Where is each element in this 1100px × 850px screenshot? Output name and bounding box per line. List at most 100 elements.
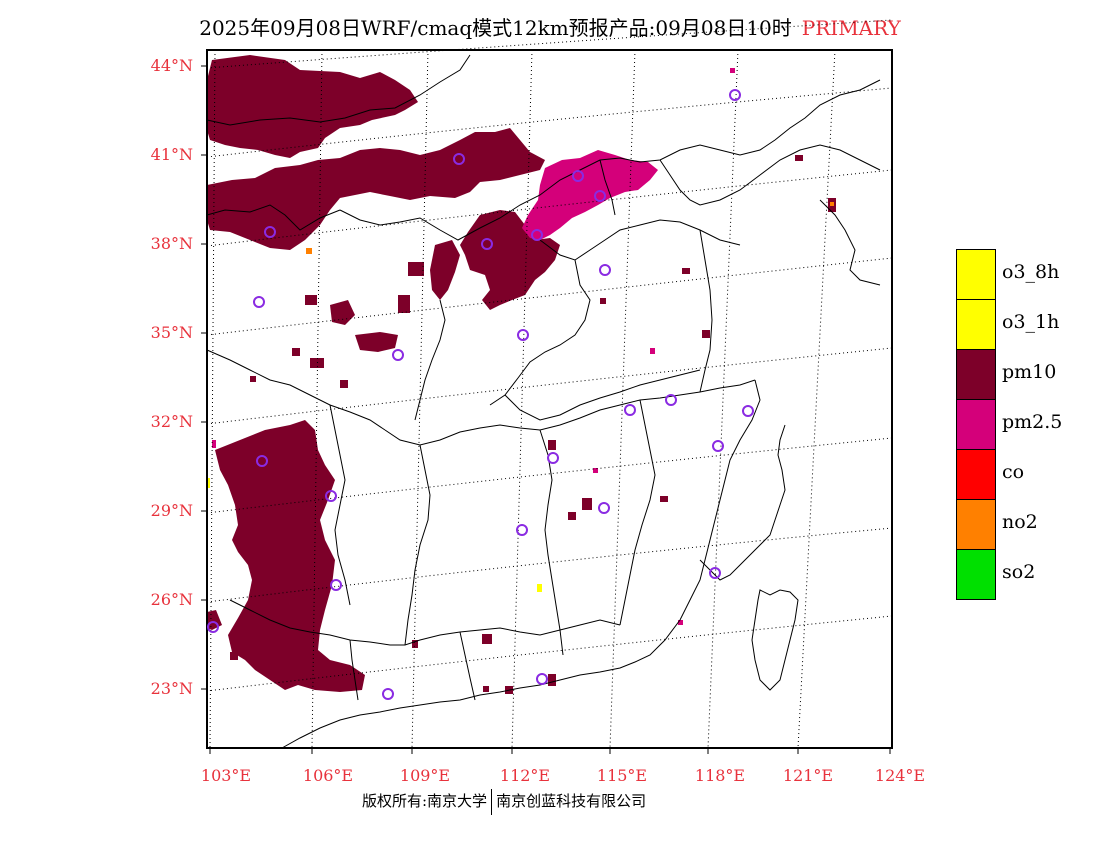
lat-label: 35°N <box>151 323 193 342</box>
lat-label: 38°N <box>151 234 193 253</box>
pollution-layer <box>207 55 836 694</box>
pm10-spot <box>230 652 238 660</box>
pm10-spot <box>292 348 300 356</box>
pm25-spot <box>593 468 598 473</box>
station-marker <box>256 455 268 467</box>
legend-label: o3_1h <box>1002 311 1060 333</box>
pm10-spot <box>702 330 710 338</box>
lon-label: 124°E <box>875 766 925 785</box>
pm25-spot <box>650 348 655 354</box>
station-marker <box>547 452 559 464</box>
legend-swatch <box>956 399 996 450</box>
primary-tag: PRIMARY <box>801 16 901 40</box>
legend-item-o3-1h: o3_1h <box>956 299 1086 350</box>
pm10-region-north-2 <box>207 128 545 250</box>
title-text: 2025年09月08日WRF/cmaq模式12km预报产品:09月08日10时 <box>199 16 792 40</box>
station-marker <box>665 394 677 406</box>
legend-label: o3_8h <box>1002 261 1060 283</box>
pm10-spot <box>308 528 316 536</box>
station-marker <box>599 264 611 276</box>
station-marker <box>382 688 394 700</box>
lat-label: 32°N <box>151 412 193 431</box>
pm10-spot <box>582 498 592 510</box>
station-marker <box>594 190 606 202</box>
o3-spot <box>207 478 210 488</box>
map-title: 2025年09月08日WRF/cmaq模式12km预报产品:09月08日10时 P… <box>0 12 1100 41</box>
no2-spot <box>830 202 834 206</box>
pm10-spot <box>548 674 556 686</box>
pm10-spot <box>682 268 690 274</box>
pm10-spot <box>412 640 418 648</box>
map-border <box>206 49 893 749</box>
pm25-spot <box>212 440 216 448</box>
lat-label: 26°N <box>151 590 193 609</box>
legend-label: pm2.5 <box>1002 411 1063 433</box>
station-marker <box>729 89 741 101</box>
pm10-spot <box>568 512 576 520</box>
lon-label: 112°E <box>500 766 550 785</box>
station-marker <box>453 153 465 165</box>
pm10-spot <box>795 155 803 161</box>
pm10-spot <box>340 380 348 388</box>
copyright-footer: 版权所有:南京大学 南京创蓝科技有限公司 <box>362 789 646 815</box>
legend-label: no2 <box>1002 511 1038 533</box>
legend-label: pm10 <box>1002 361 1057 383</box>
legend-item-pm25: pm2.5 <box>956 399 1086 450</box>
pm10-region-southwest <box>215 420 365 692</box>
pm10-spot <box>305 295 317 305</box>
legend-swatch <box>956 449 996 500</box>
lat-label: 41°N <box>151 145 193 164</box>
station-marker <box>264 226 276 238</box>
legend-swatch <box>956 349 996 400</box>
graticule <box>206 19 893 749</box>
lon-label: 109°E <box>400 766 450 785</box>
legend-label: so2 <box>1002 561 1036 583</box>
station-marker <box>712 440 724 452</box>
station-marker <box>207 621 219 633</box>
station-marker <box>516 524 528 536</box>
pm10-spot <box>482 634 492 644</box>
station-marker <box>536 673 548 685</box>
province-boundaries <box>206 54 881 749</box>
monitoring-stations <box>207 89 754 700</box>
station-marker <box>253 296 265 308</box>
pm10-region-north-1 <box>207 55 418 158</box>
lat-label: 23°N <box>151 679 193 698</box>
legend-item-no2: no2 <box>956 499 1086 550</box>
pm10-spot <box>310 358 324 368</box>
pm10-spot <box>660 496 668 502</box>
legend-item-o3-8h: o3_8h <box>956 249 1086 300</box>
pm10-spot <box>408 262 424 276</box>
station-marker <box>325 490 337 502</box>
legend-swatch <box>956 549 996 600</box>
legend-item-so2: so2 <box>956 549 1086 600</box>
legend-item-co: co <box>956 449 1086 500</box>
pm10-spot <box>398 295 410 313</box>
legend-swatch <box>956 499 996 550</box>
station-marker <box>624 404 636 416</box>
pm25-spot <box>678 620 683 625</box>
legend-swatch <box>956 299 996 350</box>
station-marker <box>742 405 754 417</box>
pm10-region-shaanxi <box>355 332 398 352</box>
station-marker <box>572 170 584 182</box>
station-marker <box>481 238 493 250</box>
pm10-region-shanxi-2 <box>430 240 460 300</box>
pm25-spot <box>730 68 735 73</box>
legend-label: co <box>1002 461 1025 483</box>
lon-label: 118°E <box>695 766 745 785</box>
lon-label: 121°E <box>783 766 833 785</box>
legend-item-pm10: pm10 <box>956 349 1086 400</box>
footer-separator <box>491 789 493 815</box>
lon-label: 103°E <box>201 766 251 785</box>
lon-label: 115°E <box>597 766 647 785</box>
pm25-region-beijing <box>522 150 658 240</box>
axis-ticks <box>201 65 891 754</box>
station-marker <box>517 329 529 341</box>
copyright-text: 版权所有:南京大学 <box>362 792 488 810</box>
lat-label: 44°N <box>151 56 193 75</box>
no2-spot <box>306 248 312 254</box>
pollutant-legend: o3_8h o3_1h pm10 pm2.5 co no2 so2 <box>956 249 1086 600</box>
pm10-spot <box>600 298 606 304</box>
